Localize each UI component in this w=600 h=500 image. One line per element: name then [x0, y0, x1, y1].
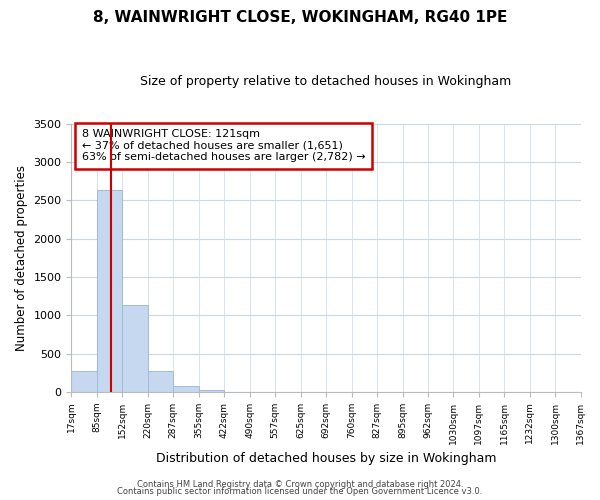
Bar — [199, 390, 224, 392]
X-axis label: Distribution of detached houses by size in Wokingham: Distribution of detached houses by size … — [156, 452, 496, 465]
Bar — [122, 304, 148, 392]
Bar — [97, 190, 122, 392]
Text: 8, WAINWRIGHT CLOSE, WOKINGHAM, RG40 1PE: 8, WAINWRIGHT CLOSE, WOKINGHAM, RG40 1PE — [93, 10, 507, 25]
Y-axis label: Number of detached properties: Number of detached properties — [15, 165, 28, 351]
Text: 8 WAINWRIGHT CLOSE: 121sqm
← 37% of detached houses are smaller (1,651)
63% of s: 8 WAINWRIGHT CLOSE: 121sqm ← 37% of deta… — [82, 129, 365, 162]
Bar — [173, 386, 199, 392]
Bar — [71, 371, 97, 392]
Bar — [148, 371, 173, 392]
Text: Contains HM Land Registry data © Crown copyright and database right 2024.: Contains HM Land Registry data © Crown c… — [137, 480, 463, 489]
Text: Contains public sector information licensed under the Open Government Licence v3: Contains public sector information licen… — [118, 487, 482, 496]
Title: Size of property relative to detached houses in Wokingham: Size of property relative to detached ho… — [140, 75, 512, 88]
